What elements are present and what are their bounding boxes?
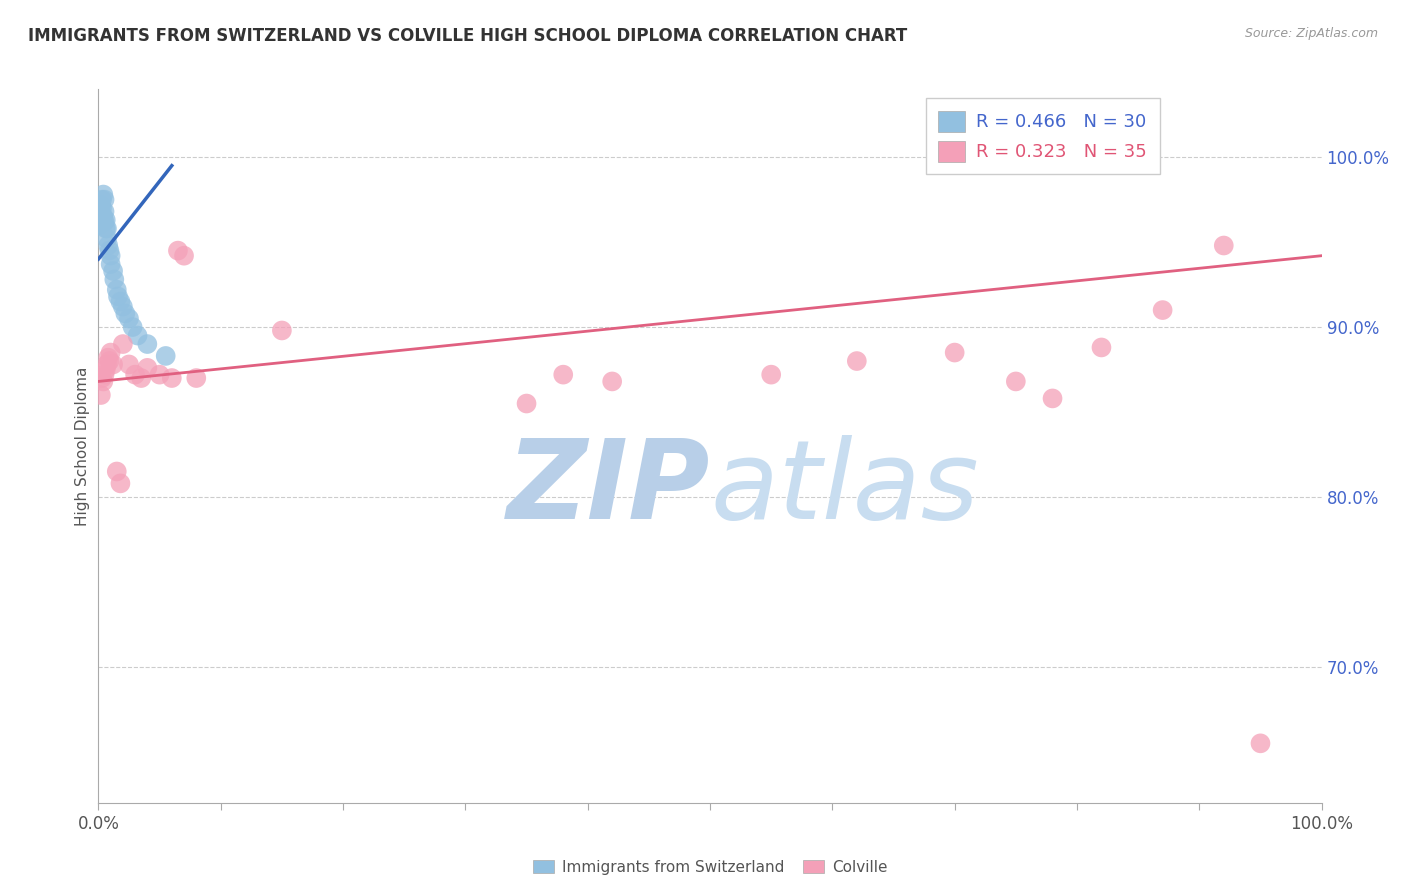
Point <box>553 368 575 382</box>
Point <box>91 201 114 215</box>
Point <box>105 465 128 479</box>
Point <box>98 354 121 368</box>
Point <box>111 300 134 314</box>
Point <box>1042 392 1064 406</box>
Point <box>118 358 141 372</box>
Text: ZIP: ZIP <box>506 435 710 542</box>
Point <box>107 289 129 303</box>
Point <box>90 198 112 212</box>
Point <box>127 328 149 343</box>
Point <box>110 294 132 309</box>
Point <box>101 264 124 278</box>
Point <box>100 249 122 263</box>
Point <box>155 349 177 363</box>
Point <box>90 388 112 402</box>
Point <box>114 306 136 320</box>
Point <box>1212 238 1234 252</box>
Text: atlas: atlas <box>710 435 979 542</box>
Point <box>89 218 111 232</box>
Point <box>96 358 118 372</box>
Point <box>845 354 868 368</box>
Point <box>101 358 124 372</box>
Point <box>100 345 122 359</box>
Point <box>136 337 159 351</box>
Point <box>129 371 152 385</box>
Point <box>1090 341 1112 355</box>
Point <box>1152 303 1174 318</box>
Point <box>94 221 117 235</box>
Point <box>118 311 141 326</box>
Text: IMMIGRANTS FROM SWITZERLAND VS COLVILLE HIGH SCHOOL DIPLOMA CORRELATION CHART: IMMIGRANTS FROM SWITZERLAND VS COLVILLE … <box>28 27 907 45</box>
Point <box>761 368 783 382</box>
Point <box>103 272 125 286</box>
Point <box>97 238 120 252</box>
Point <box>98 244 121 258</box>
Point <box>91 210 114 224</box>
Point <box>94 213 117 227</box>
Point <box>186 371 208 385</box>
Point <box>124 368 146 382</box>
Point <box>91 187 114 202</box>
Point <box>1004 375 1026 389</box>
Point <box>110 476 132 491</box>
Point <box>93 368 115 382</box>
Point <box>94 362 117 376</box>
Point <box>100 257 122 271</box>
Point <box>160 371 183 385</box>
Point <box>105 283 128 297</box>
Point <box>93 204 115 219</box>
Point <box>96 232 118 246</box>
Point <box>97 351 120 365</box>
Point <box>515 396 537 410</box>
Point <box>136 360 159 375</box>
Point <box>167 244 190 258</box>
Point <box>121 320 143 334</box>
Point <box>149 368 172 382</box>
Point <box>91 371 114 385</box>
Point <box>111 337 134 351</box>
Legend: Immigrants from Switzerland, Colville: Immigrants from Switzerland, Colville <box>527 854 893 880</box>
Point <box>93 193 115 207</box>
Point <box>173 249 195 263</box>
Point <box>943 345 966 359</box>
Point <box>93 215 115 229</box>
Point <box>91 375 114 389</box>
Point <box>270 323 294 337</box>
Point <box>1249 736 1271 750</box>
Point <box>91 193 114 207</box>
Text: Source: ZipAtlas.com: Source: ZipAtlas.com <box>1244 27 1378 40</box>
Y-axis label: High School Diploma: High School Diploma <box>75 367 90 525</box>
Point <box>90 204 112 219</box>
Point <box>96 221 118 235</box>
Point <box>600 375 623 389</box>
